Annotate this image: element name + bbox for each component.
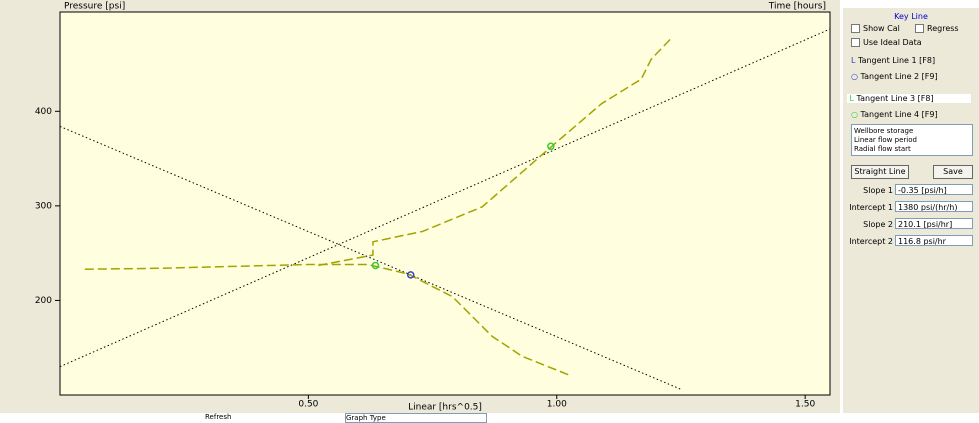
plot-area bbox=[59, 11, 831, 396]
field-value[interactable]: 116.8 psi/hr bbox=[895, 235, 973, 246]
tangent-option[interactable]: L Tangent Line 1 [F8] bbox=[851, 56, 936, 65]
checkbox-label: Regress bbox=[927, 24, 959, 33]
tangent-label: Tangent Line 4 [F9] bbox=[860, 110, 938, 119]
tangent-label: Tangent Line 2 [F9] bbox=[860, 72, 938, 81]
top-right-label: Time [hours] bbox=[768, 2, 826, 12]
field-label: Slope 1 bbox=[863, 186, 893, 195]
field-value[interactable]: 1380 psi/(hr/h) bbox=[895, 201, 973, 212]
checkbox-label: Use Ideal Data bbox=[863, 38, 922, 47]
button[interactable]: Straight Line bbox=[851, 165, 909, 179]
side-panel: Key Line Show Cal Regress Use Ideal Data… bbox=[843, 8, 979, 413]
notes-box[interactable]: Wellbore storage Linear flow period Radi… bbox=[851, 124, 973, 156]
footer-left[interactable]: Refresh bbox=[205, 413, 232, 421]
x-axis-label: Linear [hrs^0.5] bbox=[408, 403, 482, 413]
checkbox[interactable]: Show Cal bbox=[851, 24, 900, 33]
field-value[interactable]: 210.1 [psi/hr] bbox=[895, 218, 973, 229]
field-label: Slope 2 bbox=[863, 220, 893, 229]
x-tick-label: 0.50 bbox=[298, 400, 318, 410]
checkbox[interactable]: Use Ideal Data bbox=[851, 38, 922, 47]
tangent-option[interactable]: ○ Tangent Line 4 [F9] bbox=[851, 110, 938, 119]
y-axis-label: Pressure [psi] bbox=[64, 2, 125, 12]
y-tick-label: 300 bbox=[35, 201, 52, 211]
x-tick-label: 1.50 bbox=[795, 400, 815, 410]
tangent-line bbox=[59, 125, 682, 390]
tangent-label: Tangent Line 3 [F8] bbox=[856, 94, 934, 103]
marker bbox=[371, 261, 380, 270]
x-tick-label: 1.00 bbox=[547, 400, 567, 410]
marker bbox=[547, 142, 555, 151]
y-tick-label: 200 bbox=[35, 296, 52, 306]
note-line: Wellbore storage bbox=[854, 127, 914, 135]
field-value[interactable]: -0.35 [psi/h] bbox=[895, 184, 973, 195]
button[interactable]: Save bbox=[933, 165, 973, 179]
marker bbox=[406, 271, 415, 279]
checkbox[interactable]: Regress bbox=[915, 24, 959, 33]
status-bar: Refresh Graph Type bbox=[0, 413, 979, 423]
tangent-line bbox=[59, 28, 831, 368]
note-line: Radial flow start bbox=[854, 145, 911, 153]
chart: Pressure [psi] Time [hours] Linear [hrs^… bbox=[0, 0, 840, 413]
panel-title: Key Line bbox=[894, 12, 928, 21]
field-label: Intercept 2 bbox=[849, 237, 893, 246]
note-line: Linear flow period bbox=[854, 136, 917, 144]
tangent-option[interactable]: ○ Tangent Line 2 [F9] bbox=[851, 72, 938, 81]
data-curve bbox=[84, 263, 572, 377]
y-tick-label: 400 bbox=[35, 107, 52, 117]
checkbox-label: Show Cal bbox=[863, 24, 900, 33]
tangent-label: Tangent Line 1 [F8] bbox=[858, 56, 936, 65]
field-label: Intercept 1 bbox=[849, 203, 893, 212]
tangent-option[interactable]: L Tangent Line 3 [F8] bbox=[847, 94, 971, 103]
